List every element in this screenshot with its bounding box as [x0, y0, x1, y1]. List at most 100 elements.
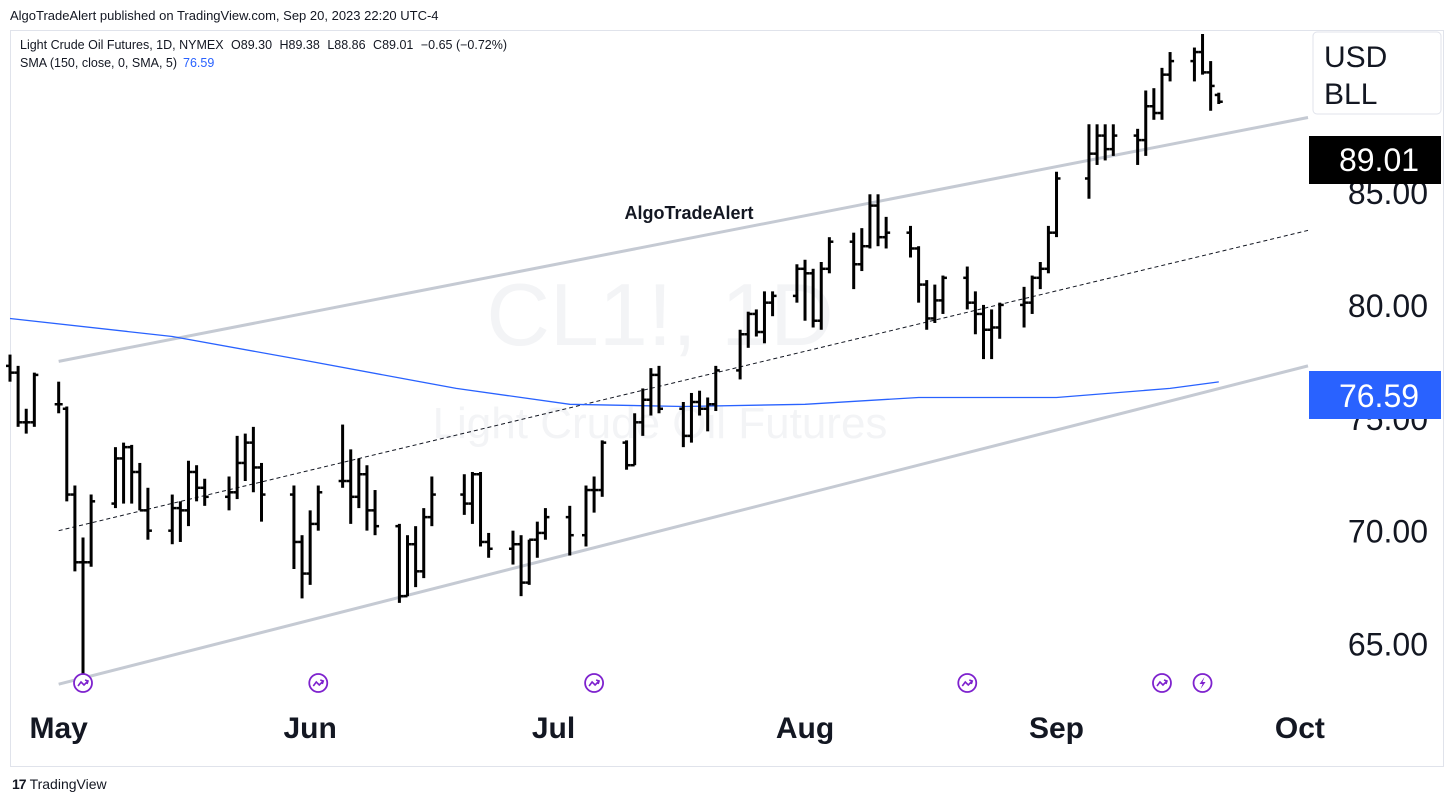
ohlc-bar[interactable]	[736, 329, 745, 380]
ohlc-bar[interactable]	[54, 381, 63, 414]
ohlc-bar[interactable]	[1214, 92, 1223, 104]
ohlc-bar[interactable]	[476, 471, 485, 547]
ohlc-bar[interactable]	[460, 474, 469, 515]
ohlc-bar[interactable]	[825, 237, 834, 274]
ohlc-bar[interactable]	[987, 309, 996, 360]
ohlc-bar[interactable]	[346, 449, 355, 524]
ohlc-bar[interactable]	[525, 538, 534, 585]
ohlc-bar[interactable]	[127, 444, 136, 504]
ohlc-bar[interactable]	[6, 354, 14, 382]
sma-label[interactable]: SMA (150, close, 0, SMA, 5)	[20, 56, 178, 70]
ohlc-bar[interactable]	[930, 284, 939, 323]
ohlc-bar[interactable]	[1133, 128, 1142, 165]
ohlc-bar[interactable]	[646, 368, 655, 416]
ohlc-bar[interactable]	[874, 194, 883, 247]
ohlc-bar[interactable]	[338, 424, 347, 488]
ohlc-bar[interactable]	[1093, 124, 1102, 165]
dividend-arrow-icon[interactable]	[308, 673, 329, 693]
ohlc-bar[interactable]	[882, 216, 891, 249]
ohlc-bar[interactable]	[119, 442, 128, 504]
ohlc-bar[interactable]	[249, 426, 258, 493]
ohlc-bar[interactable]	[857, 228, 866, 272]
ohlc-bar[interactable]	[403, 535, 412, 598]
ohlc-bar[interactable]	[760, 291, 769, 344]
ohlc-bar[interactable]	[1166, 52, 1175, 82]
ohlc-bar[interactable]	[306, 510, 315, 585]
ohlc-bar[interactable]	[655, 365, 663, 414]
ohlc-bar[interactable]	[1198, 34, 1207, 75]
ohlc-bar[interactable]	[30, 372, 39, 427]
ohlc-bar[interactable]	[630, 413, 639, 467]
ohlc-bar[interactable]	[679, 401, 688, 448]
ohlc-bar[interactable]	[1190, 47, 1199, 82]
ohlc-bar[interactable]	[938, 275, 947, 314]
ohlc-bar[interactable]	[703, 397, 712, 432]
ohlc-bar[interactable]	[517, 535, 526, 597]
ohlc-bar[interactable]	[622, 440, 631, 470]
ohlc-bar[interactable]	[711, 365, 720, 412]
ohlc-bar[interactable]	[817, 262, 826, 330]
currency-box[interactable]	[1312, 31, 1442, 115]
ohlc-bar[interactable]	[419, 508, 428, 579]
ohlc-bar[interactable]	[914, 246, 923, 303]
ohlc-bar[interactable]	[70, 485, 79, 572]
ohlc-bar[interactable]	[257, 462, 266, 522]
annotation-text[interactable]: AlgoTradeAlert	[624, 203, 753, 223]
ohlc-bar[interactable]	[289, 485, 298, 570]
ohlc-bar[interactable]	[362, 465, 371, 531]
ohlc-bar[interactable]	[1101, 124, 1110, 161]
ohlc-bar[interactable]	[541, 508, 550, 540]
ohlc-bar[interactable]	[176, 501, 185, 542]
ohlc-bar[interactable]	[111, 447, 120, 509]
ohlc-bar[interactable]	[371, 490, 380, 536]
lightning-icon[interactable]	[1192, 673, 1213, 693]
ohlc-bar[interactable]	[87, 494, 96, 567]
ohlc-bar[interactable]	[963, 266, 972, 310]
ohlc-bar[interactable]	[62, 406, 71, 502]
ohlc-bar[interactable]	[184, 460, 193, 527]
footer-brand[interactable]: 17 TradingView	[12, 776, 107, 792]
dividend-arrow-icon[interactable]	[584, 673, 604, 693]
dividend-arrow-icon[interactable]	[1152, 673, 1172, 693]
channel-lower-line[interactable]	[58, 364, 1309, 686]
ohlc-bar[interactable]	[533, 521, 542, 558]
ohlc-bar[interactable]	[1052, 171, 1061, 238]
ohlc-bar[interactable]	[752, 309, 761, 337]
ohlc-bar[interactable]	[395, 523, 404, 603]
ohlc-bar[interactable]	[168, 494, 177, 545]
ohlc-bar[interactable]	[79, 537, 88, 676]
ohlc-bar[interactable]	[241, 433, 250, 482]
ohlc-bar[interactable]	[14, 365, 23, 427]
ohlc-bar[interactable]	[906, 225, 915, 258]
ohlc-bar[interactable]	[590, 476, 599, 513]
dividend-arrow-icon[interactable]	[73, 673, 93, 693]
ohlc-bar[interactable]	[849, 232, 858, 290]
ohlc-bar[interactable]	[225, 476, 234, 511]
ohlc-bar[interactable]	[565, 505, 574, 556]
ohlc-bar[interactable]	[979, 304, 988, 360]
ohlc-bar[interactable]	[1109, 124, 1118, 156]
channel-upper-line[interactable]	[58, 116, 1309, 363]
symbol-name[interactable]: Light Crude Oil Futures, 1D, NYMEX	[20, 38, 224, 52]
ohlc-bar[interactable]	[1028, 275, 1037, 314]
ohlc-bar[interactable]	[971, 291, 980, 335]
ohlc-bar[interactable]	[687, 392, 696, 443]
ohlc-bar[interactable]	[1141, 90, 1150, 156]
ohlc-bar[interactable]	[581, 485, 590, 547]
ohlc-bar[interactable]	[1157, 67, 1166, 120]
ohlc-bar[interactable]	[22, 408, 31, 434]
ohlc-bar[interactable]	[354, 458, 363, 509]
ohlc-bar[interactable]	[1036, 262, 1045, 290]
ohlc-bar[interactable]	[1206, 61, 1215, 111]
ohlc-bar[interactable]	[809, 268, 818, 328]
ohlc-bar[interactable]	[695, 390, 704, 416]
ohlc-bar[interactable]	[192, 465, 201, 502]
ohlc-bar[interactable]	[508, 530, 517, 565]
ohlc-bar[interactable]	[598, 440, 607, 497]
ohlc-bar[interactable]	[1084, 124, 1093, 199]
ohlc-bar[interactable]	[143, 487, 152, 540]
ohlc-bar[interactable]	[995, 302, 1004, 339]
ohlc-bar[interactable]	[1149, 88, 1158, 120]
ohlc-bar[interactable]	[411, 526, 420, 588]
ohlc-bar[interactable]	[427, 476, 436, 527]
